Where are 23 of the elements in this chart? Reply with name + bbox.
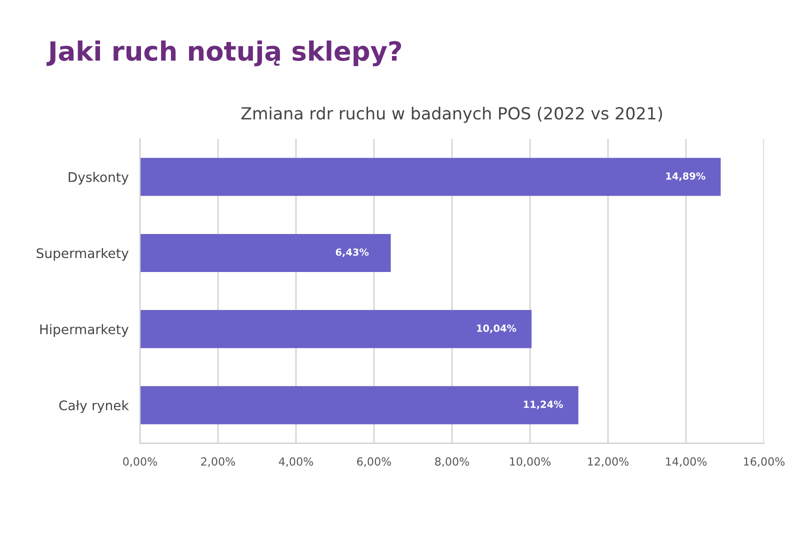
bar bbox=[140, 310, 532, 348]
y-tick-label: Supermarkety bbox=[36, 248, 128, 261]
chart-subtitle: Zmiana rdr ruchu w badanych POS (2022 vs 2021) bbox=[241, 106, 662, 123]
bar bbox=[140, 158, 721, 196]
data-label: 10,04% bbox=[477, 324, 516, 334]
data-label: 6,43% bbox=[336, 248, 369, 258]
x-tick-label: 2,00% bbox=[201, 457, 236, 467]
data-label: 11,24% bbox=[524, 400, 563, 410]
bar bbox=[140, 234, 391, 272]
chart-title: Jaki ruch notują sklepy? bbox=[46, 40, 402, 66]
data-label: 14,89% bbox=[666, 172, 706, 181]
x-tick-label: 14,00% bbox=[666, 457, 707, 467]
y-tick-label: Hipermarkety bbox=[40, 324, 128, 337]
y-tick-label: Cały rynek bbox=[59, 400, 129, 413]
x-tick-label: 0,00% bbox=[123, 457, 158, 467]
x-tick-label: 8,00% bbox=[435, 457, 470, 467]
y-tick-label: Dyskonty bbox=[68, 172, 128, 185]
bar bbox=[140, 386, 578, 424]
x-tick-label: 10,00% bbox=[510, 457, 551, 467]
x-tick-label: 16,00% bbox=[744, 457, 785, 467]
x-tick-label: 4,00% bbox=[278, 457, 314, 467]
x-tick-label: 12,00% bbox=[588, 457, 629, 467]
x-tick-label: 6,00% bbox=[357, 457, 392, 467]
